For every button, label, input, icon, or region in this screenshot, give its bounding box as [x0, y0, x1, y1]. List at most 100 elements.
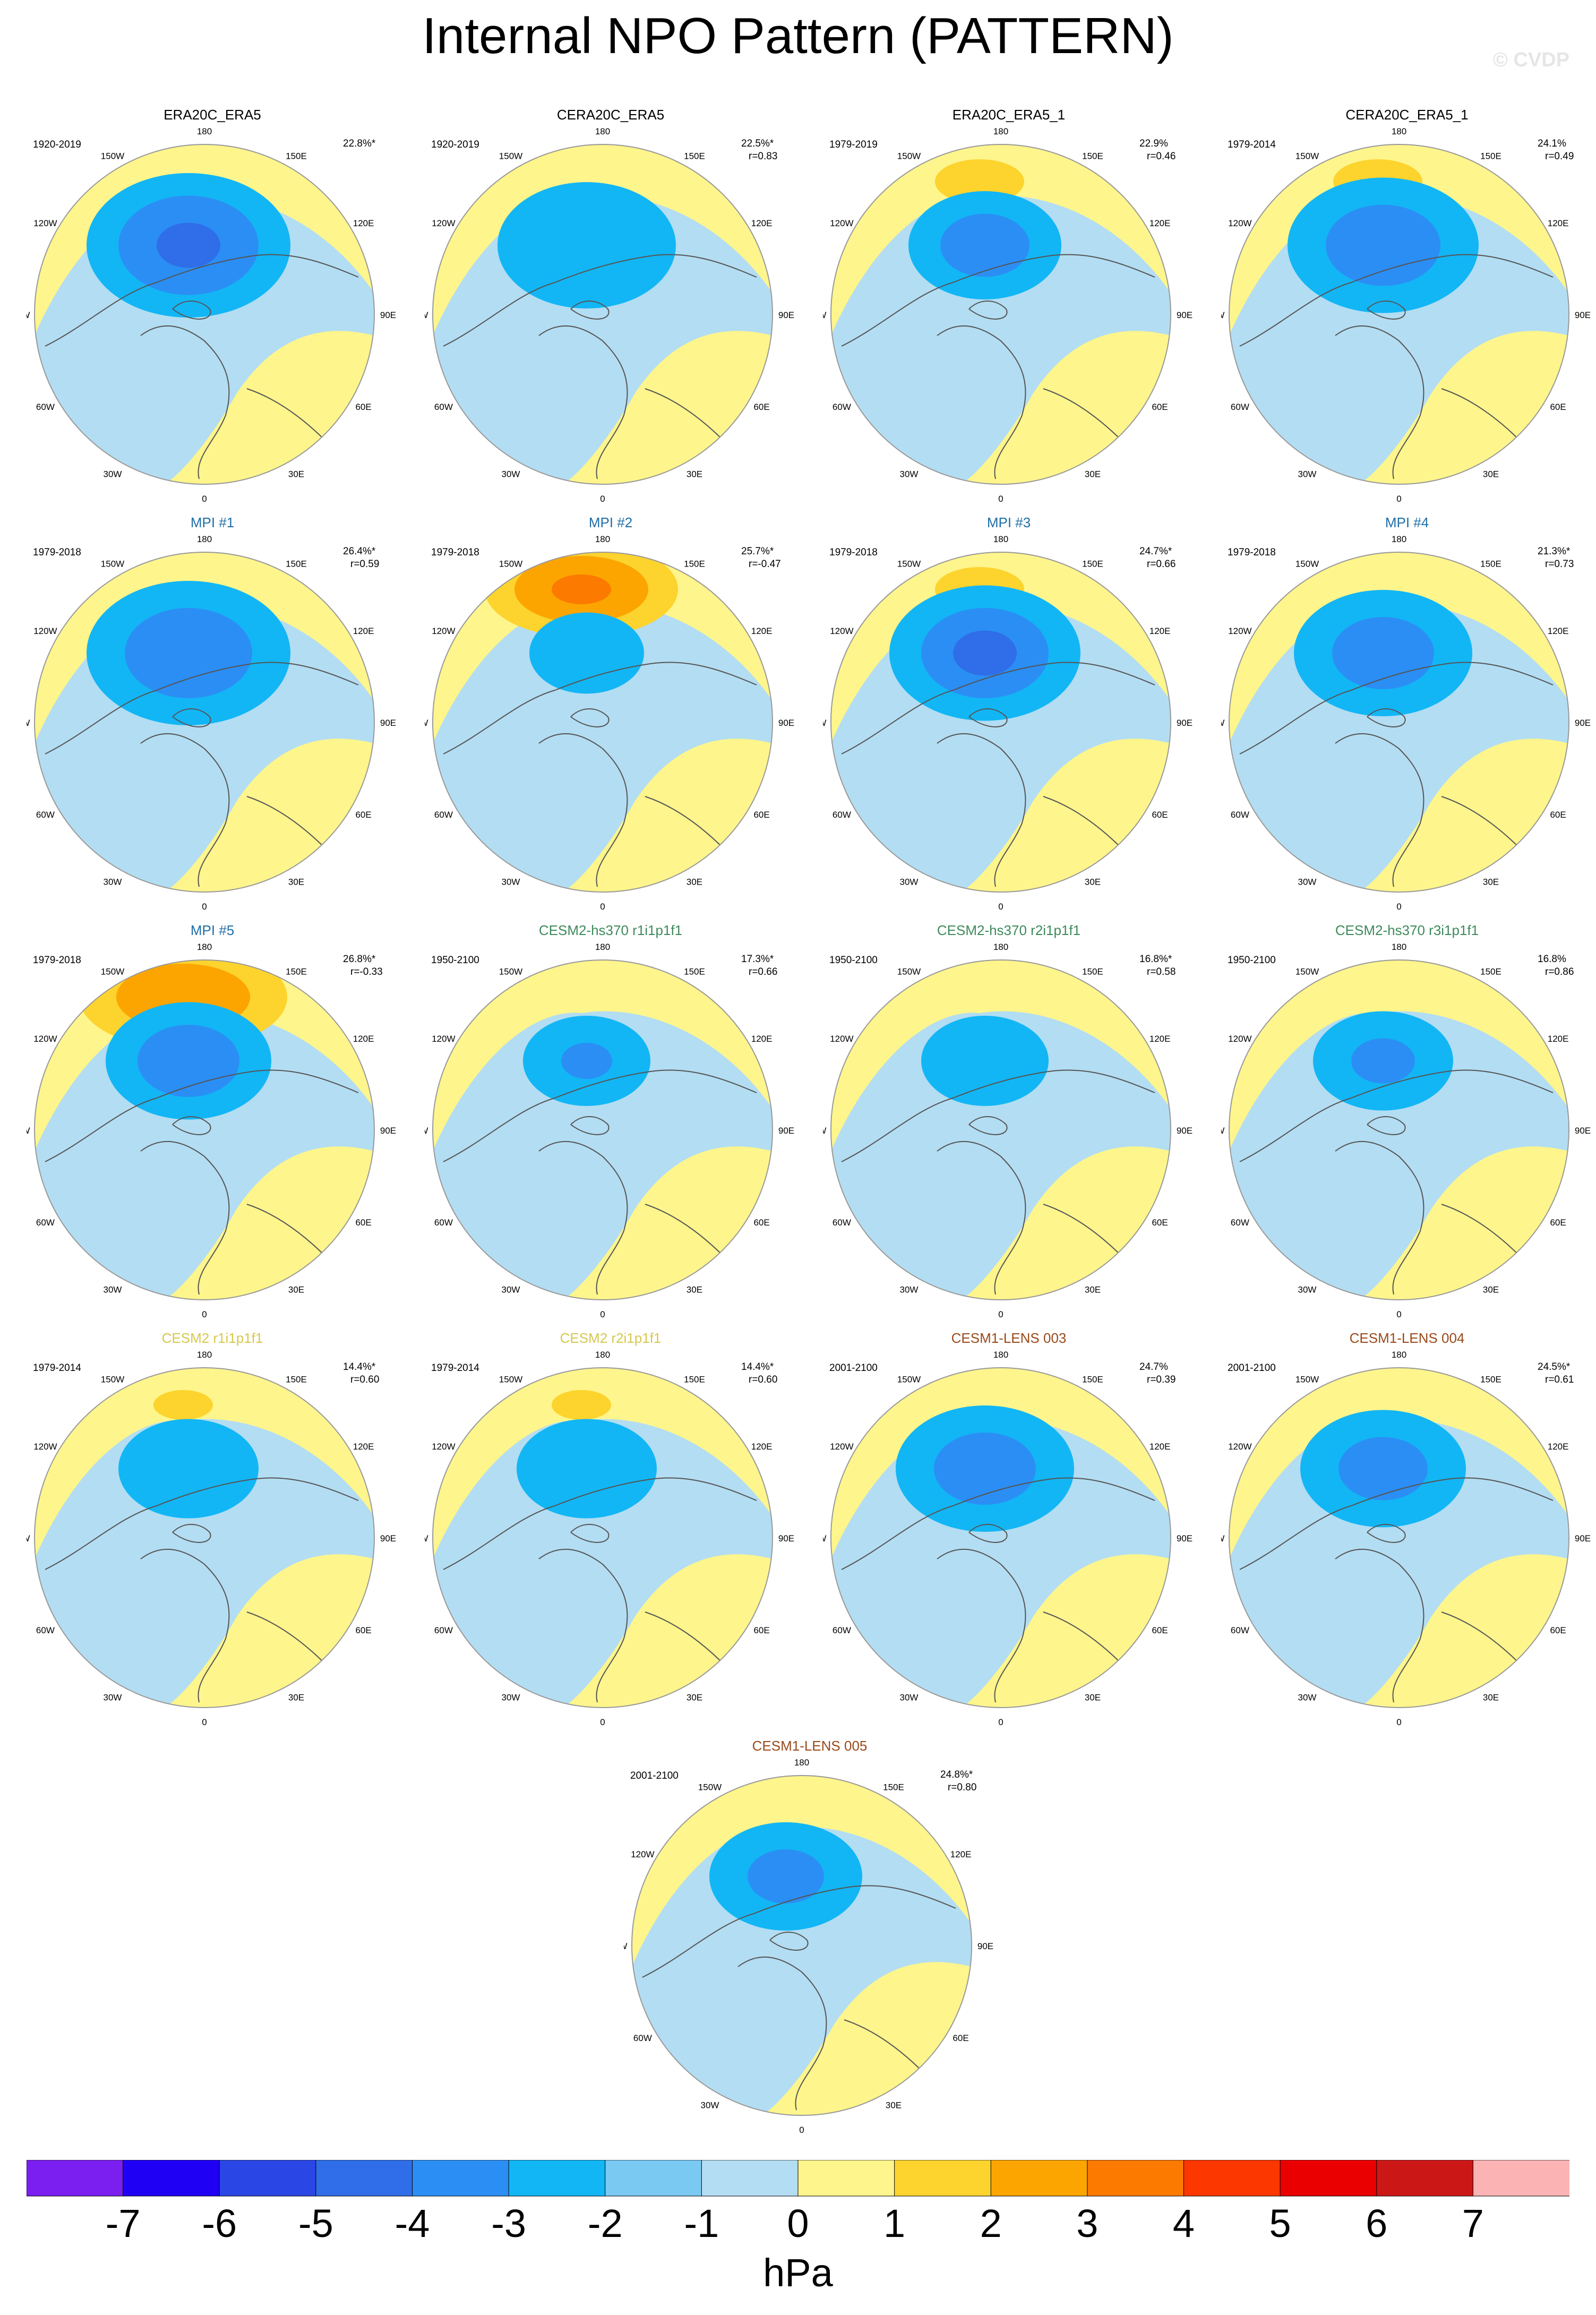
lon-label: 30E — [288, 469, 304, 479]
panel-pattern-correlation: r=0.83 — [749, 151, 778, 162]
lon-label: 180 — [794, 1757, 809, 1768]
map-panel: 180 150E 120E 90E 60E 30E 0 30W 60W 90W 120W 150W CE… — [425, 922, 796, 1325]
lon-label: 120W — [830, 626, 853, 636]
lon-label: 120W — [33, 626, 57, 636]
lon-label: 90E — [380, 718, 396, 728]
lon-label: 60E — [1152, 1217, 1168, 1228]
lon-label: 150E — [286, 559, 307, 569]
lon-label: 0 — [998, 902, 1003, 912]
lon-label: 180 — [595, 126, 610, 136]
colorbar-tick-label: -3 — [491, 2201, 527, 2245]
panel-period: 2001-2100 — [630, 1770, 679, 1781]
colorbar-swatch — [797, 2160, 895, 2197]
lon-label: 150W — [897, 559, 921, 569]
colorbar-swatch — [990, 2160, 1088, 2197]
panel-variance-pct: 22.9% — [1139, 138, 1168, 149]
panel-variance-pct: 24.7% — [1139, 1361, 1168, 1373]
panel-period: 1950-2100 — [431, 955, 479, 966]
map-panel: 180 150E 120E 90E 60E 30E 0 30W 60W 90W 120W 150W MP… — [27, 514, 398, 918]
colorbar-tick-label: 5 — [1269, 2201, 1291, 2245]
lon-label: 90E — [1575, 1533, 1591, 1544]
map-panel: 180 150E 120E 90E 60E 30E 0 30W 60W 90W 120W 150W MP… — [27, 922, 398, 1325]
lon-label: 30E — [1085, 1693, 1101, 1703]
lon-label: 150W — [101, 151, 124, 161]
colorbar-swatch — [1376, 2160, 1474, 2197]
panel-period: 1979-2018 — [431, 547, 479, 558]
lon-label: 150E — [1480, 1374, 1501, 1384]
lon-label: 0 — [600, 1309, 605, 1319]
polar-map: 180 150E 120E 90E 60E 30E 0 30W 60W 90W 120W 150W — [425, 1350, 794, 1727]
colorbar-tick-label: 7 — [1462, 2201, 1484, 2245]
panel-title: CERA20C_ERA5_1 — [1345, 107, 1469, 123]
panel-period: 1979-2018 — [33, 547, 81, 558]
lon-label: 0 — [799, 2125, 804, 2135]
panel-title: MPI #3 — [986, 515, 1031, 530]
lon-label: 120W — [33, 218, 57, 228]
lon-label: 60W — [833, 1217, 851, 1228]
lon-label: 150W — [499, 559, 522, 569]
lon-label: 180 — [197, 534, 212, 544]
lon-label: 30W — [701, 2100, 719, 2111]
lon-label: 30W — [900, 877, 919, 887]
panel-variance-pct: 21.3%* — [1538, 546, 1571, 557]
lon-label: 120W — [1228, 218, 1251, 228]
lon-label: 120E — [751, 1442, 773, 1452]
lon-label: 150E — [1480, 151, 1501, 161]
lon-label: 60W — [36, 810, 55, 820]
lon-label: 120E — [353, 1034, 374, 1044]
panel-period: 1979-2018 — [829, 547, 878, 558]
lon-label: 30E — [1483, 1285, 1499, 1295]
lon-label: 120E — [1149, 218, 1171, 228]
lon-label: 0 — [202, 902, 207, 912]
lon-label: 150E — [684, 966, 705, 976]
lon-label: 90W — [27, 1126, 30, 1136]
lon-label: 30E — [687, 1693, 702, 1703]
lon-label: 90W — [425, 718, 428, 728]
panel-variance-pct: 25.7%* — [741, 546, 774, 557]
panel-title: ERA20C_ERA5 — [164, 107, 261, 123]
lon-label: 60E — [1550, 1625, 1566, 1635]
polar-map: 180 150E 120E 90E 60E 30E 0 30W 60W 90W 120W 150W — [823, 534, 1192, 912]
lon-label: 120W — [432, 218, 455, 228]
lon-label: 150E — [1480, 559, 1501, 569]
lon-label: 180 — [993, 126, 1008, 136]
lon-label: 180 — [1392, 126, 1406, 136]
panel-title: CESM1-LENS 005 — [752, 1738, 868, 1754]
lon-label: 120E — [1548, 1034, 1569, 1044]
lon-label: 150E — [286, 1374, 307, 1384]
lon-label: 90W — [27, 310, 30, 320]
lon-label: 30E — [1483, 469, 1499, 479]
polar-map: 180 150E 120E 90E 60E 30E 0 30W 60W 90W 120W 150W — [425, 942, 794, 1319]
lon-label: 90W — [624, 1941, 627, 1951]
lon-label: 90W — [1221, 1533, 1224, 1544]
lon-label: 30E — [687, 1285, 702, 1295]
lon-label: 120E — [1548, 218, 1569, 228]
lon-label: 90E — [778, 1533, 794, 1544]
lon-label: 150W — [101, 1374, 124, 1384]
lon-label: 120W — [33, 1034, 57, 1044]
lon-label: 150E — [684, 559, 705, 569]
panel-pattern-correlation: r=0.39 — [1147, 1374, 1176, 1385]
colorbar-swatch — [1087, 2160, 1185, 2197]
lon-label: 60E — [753, 810, 769, 820]
lon-label: 90E — [1177, 310, 1192, 320]
panel-variance-pct: 24.5%* — [1538, 1361, 1571, 1373]
map-panel: 180 150E 120E 90E 60E 30E 0 30W 60W 90W 120W 150W CE… — [823, 1330, 1195, 1733]
lon-label: 60W — [434, 1217, 453, 1228]
colorbar-swatch — [1280, 2160, 1377, 2197]
lon-label: 120E — [751, 1034, 773, 1044]
panel-variance-pct: 22.5%* — [741, 138, 774, 149]
colorbar-swatch — [605, 2160, 702, 2197]
panel-pattern-correlation: r=0.86 — [1545, 966, 1574, 978]
map-panel: 180 150E 120E 90E 60E 30E 0 30W 60W 90W 120W 150W CE… — [1221, 106, 1593, 510]
lon-label: 150E — [1082, 151, 1103, 161]
polar-map: 180 150E 120E 90E 60E 30E 0 30W 60W 90W 120W 150W — [27, 1350, 396, 1727]
lon-label: 30E — [288, 1693, 304, 1703]
polar-map: 180 150E 120E 90E 60E 30E 0 30W 60W 90W 120W 150W — [425, 126, 794, 504]
colorbar-swatch — [219, 2160, 316, 2197]
lon-label: 90E — [1177, 1533, 1192, 1544]
panel-period: 1979-2014 — [1228, 139, 1276, 150]
colorbar-swatch — [27, 2160, 124, 2197]
panel-pattern-correlation: r=0.49 — [1545, 151, 1574, 162]
polar-map: 180 150E 120E 90E 60E 30E 0 30W 60W 90W 120W 150W — [27, 942, 396, 1319]
